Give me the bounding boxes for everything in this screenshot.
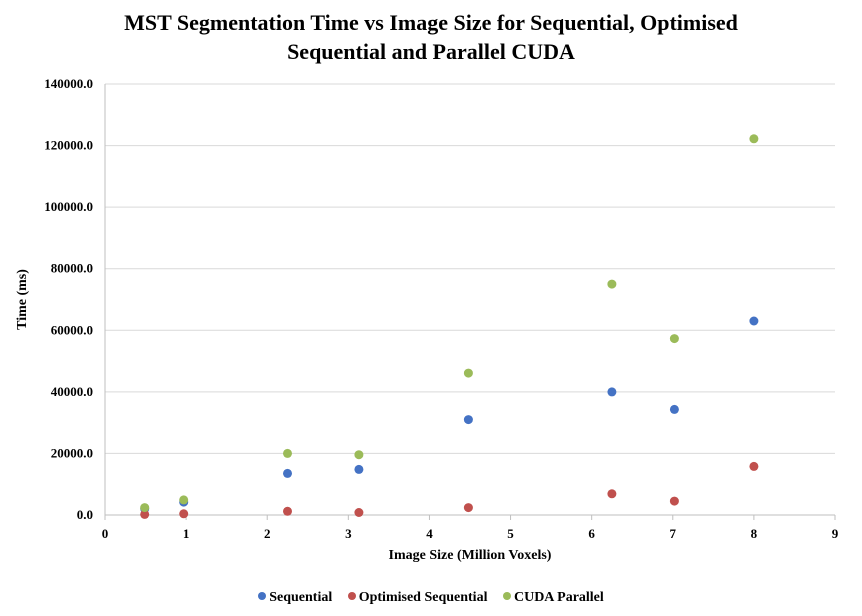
legend-marker-cuda-parallel <box>502 592 511 600</box>
legend-item-optimised-sequential: Optimised Sequential <box>347 590 488 606</box>
data-point-optimised-sequential <box>607 489 617 499</box>
data-point-optimised-sequential <box>140 509 150 519</box>
legend-marker-optimised-sequential <box>347 592 356 600</box>
y-tick-label: 80000.0 <box>51 261 93 276</box>
data-point-optimised-sequential <box>179 509 189 519</box>
data-point-sequential <box>463 415 473 425</box>
chart-title: MST Segmentation Time vs Image Size for … <box>0 8 862 66</box>
x-tick-label: 3 <box>345 526 352 541</box>
x-tick-label: 5 <box>507 526 514 541</box>
data-point-cuda-parallel <box>749 134 759 144</box>
data-point-cuda-parallel <box>354 450 364 460</box>
gridlines <box>105 83 835 454</box>
legend: Sequential Optimised Sequential CUDA Par… <box>0 590 862 606</box>
data-point-cuda-parallel <box>607 279 617 289</box>
x-tick-label: 7 <box>670 526 677 541</box>
x-tick-labels: 0 1 2 3 4 5 6 7 8 9 <box>102 515 839 541</box>
legend-label-optimised-sequential: Optimised Sequential <box>358 590 488 605</box>
data-points <box>140 134 759 519</box>
data-point-cuda-parallel <box>669 334 679 344</box>
data-point-optimised-sequential <box>283 506 292 516</box>
y-axis-title: Time (ms) <box>15 269 30 330</box>
x-tick-label: 6 <box>588 526 595 541</box>
x-tick-label: 2 <box>264 526 271 541</box>
y-tick-label: 60000.0 <box>51 322 93 337</box>
y-tick-label: 20000.0 <box>51 445 93 460</box>
y-tick-label: 40000.0 <box>51 384 93 399</box>
y-tick-label: 140000.0 <box>44 76 93 91</box>
y-tick-label: 120000.0 <box>44 138 93 153</box>
data-point-optimised-sequential <box>749 461 759 471</box>
legend-marker-sequential <box>258 592 267 600</box>
y-tick-labels: 0.0 20000.0 40000.0 60000.0 80000.0 100000.0 1… <box>44 76 93 522</box>
data-point-sequential <box>669 404 679 414</box>
data-point-cuda-parallel <box>463 368 473 378</box>
data-point-cuda-parallel <box>179 495 189 505</box>
legend-item-cuda-parallel: CUDA Parallel <box>502 590 604 606</box>
x-tick-label: 1 <box>183 526 190 541</box>
data-point-cuda-parallel <box>140 503 150 513</box>
x-tick-label: 9 <box>832 526 839 541</box>
data-point-sequential <box>354 464 364 474</box>
x-tick-label: 0 <box>102 526 109 541</box>
chart-title-line-2: Sequential and Parallel CUDA <box>287 39 575 64</box>
data-point-optimised-sequential <box>354 508 364 517</box>
x-tick-label: 8 <box>751 526 758 541</box>
legend-label-cuda-parallel: CUDA Parallel <box>513 590 604 605</box>
data-point-optimised-sequential <box>463 503 473 513</box>
y-tick-label: 100000.0 <box>44 199 93 214</box>
legend-label-sequential: Sequential <box>269 590 333 605</box>
chart-title-line-1: MST Segmentation Time vs Image Size for … <box>124 10 738 35</box>
data-point-sequential <box>283 468 292 478</box>
data-point-sequential <box>749 316 759 326</box>
y-tick-label: 0.0 <box>77 507 93 522</box>
data-point-sequential <box>607 387 617 397</box>
scatter-plot: 0 1 2 3 4 5 6 7 8 9 0.0 20000.0 40000.0 60000.0 80000… <box>15 76 839 563</box>
data-point-optimised-sequential <box>669 496 679 506</box>
x-tick-label: 4 <box>426 526 433 541</box>
x-axis-title: Image Size (Million Voxels) <box>389 548 552 563</box>
legend-item-sequential: Sequential <box>258 590 332 606</box>
data-point-cuda-parallel <box>283 448 292 458</box>
